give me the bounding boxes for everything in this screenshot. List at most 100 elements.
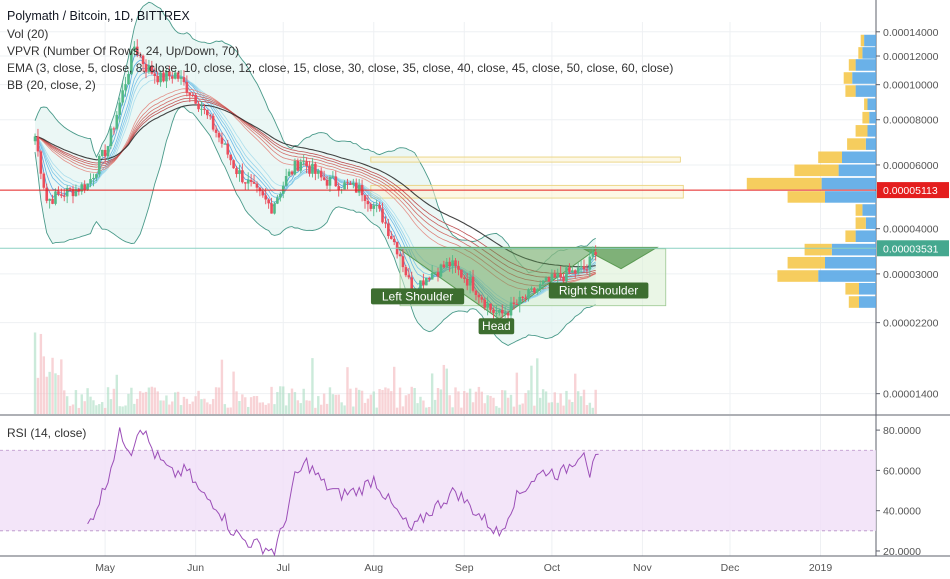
volume-bar-49 (176, 391, 180, 414)
volume-bar-160 (501, 390, 504, 414)
candle-body-97 (316, 170, 320, 174)
volume-bar-123 (393, 366, 396, 414)
vp-down-9 (818, 151, 842, 164)
price-pane[interactable]: Left Shoulder Head Right Shoulder (0, 1, 876, 414)
volume-bar-142 (448, 395, 451, 414)
candle-body-183 (568, 267, 571, 273)
volume-bar-124 (395, 407, 399, 414)
volume-bar-38 (144, 391, 148, 414)
price-axis[interactable]: 0.00014000 0.00012000 0.00010000 0.00008000… (876, 27, 939, 401)
volume-bar-65 (223, 404, 227, 414)
candle-body-175 (544, 277, 548, 281)
candle-body-35 (135, 46, 139, 55)
time-tick-label-1: Jun (187, 562, 204, 574)
candle-body-4 (45, 187, 49, 201)
range-box-0 (370, 156, 681, 163)
volume-bar-108 (349, 388, 352, 414)
vp-up-18 (818, 270, 876, 282)
vp-up-15 (855, 230, 876, 243)
candle-body-9 (60, 194, 63, 196)
volume-bar-127 (404, 395, 408, 414)
vp-up-4 (855, 85, 876, 97)
candle-body-156 (489, 303, 492, 310)
vp-up-8 (865, 138, 876, 150)
candle-body-159 (498, 309, 501, 313)
volume-bar-85 (282, 386, 285, 414)
volume-bar-31 (124, 405, 127, 414)
volume-bar-48 (174, 392, 177, 414)
volume-bar-87 (287, 393, 291, 414)
indicator-legend: Polymath / Bitcoin, 1D, BITTREX Vol (20)… (7, 9, 673, 92)
volume-bar-26 (109, 399, 113, 414)
volume-bar-169 (527, 390, 530, 414)
volume-bar-179 (556, 402, 559, 414)
volume-bar-181 (562, 405, 565, 414)
volume-bar-143 (451, 407, 454, 414)
vp-down-0 (860, 34, 865, 47)
vp-down-10 (794, 164, 839, 177)
candle-body-106 (343, 182, 346, 190)
volume-bar-135 (428, 406, 431, 414)
candle-body-31 (124, 84, 127, 91)
candle-body-104 (337, 186, 341, 191)
volume-bars (33, 332, 597, 414)
volume-bar-155 (486, 395, 489, 414)
volume-bar-88 (290, 388, 294, 414)
rsi-band-fill (0, 450, 876, 531)
volume-bar-140 (442, 364, 446, 414)
volume-bar-167 (521, 403, 524, 414)
pattern-label-bg (370, 288, 465, 305)
volume-bar-7 (54, 373, 57, 414)
candle-body-29 (118, 102, 122, 115)
vp-up-13 (862, 204, 876, 216)
vp-down-17 (787, 256, 825, 269)
volume-bar-94 (308, 400, 311, 414)
price-tag-text: 0.00003531 (883, 243, 939, 255)
candle-body-77 (258, 187, 262, 192)
volume-bar-165 (515, 372, 519, 414)
candle-body-14 (74, 188, 78, 197)
candle-body-18 (86, 183, 89, 191)
bb-lower (34, 106, 596, 347)
rsi-tick-label-0: 80.0000 (883, 425, 921, 437)
candle-body-147 (462, 277, 466, 279)
candle-body-67 (229, 154, 232, 161)
volume-bar-66 (226, 407, 229, 414)
time-tick-label-7: Dec (721, 562, 740, 574)
candle-body-145 (457, 265, 460, 270)
candle-body-57 (200, 108, 203, 110)
candle-body-51 (182, 77, 186, 83)
vp-down-1 (858, 47, 863, 59)
price-tick-label-3: 0.00008000 (883, 115, 939, 127)
candle-body-127 (404, 267, 408, 276)
candle-body-66 (226, 143, 230, 155)
time-axis[interactable]: May Jun Jul Aug Sep Oct Nov Dec 2019 (95, 562, 832, 574)
volume-bar-42 (156, 391, 159, 414)
candle-body-56 (197, 103, 200, 110)
candle-body-62 (214, 129, 218, 133)
volume-bar-95 (311, 358, 314, 414)
candle-body-54 (191, 94, 195, 96)
vp-down-20 (848, 296, 859, 308)
price-tags: 0.00005113 0.00003531 (877, 182, 949, 257)
volume-bar-112 (360, 390, 364, 414)
candles (33, 39, 597, 323)
rsi-axis[interactable]: 80.0000 60.0000 40.0000 20.0000 (876, 425, 921, 558)
volume-bar-192 (594, 389, 597, 414)
volume-bar-162 (506, 397, 510, 414)
candle-body-37 (141, 55, 145, 65)
vp-up-7 (867, 125, 876, 137)
volume-bar-125 (398, 387, 402, 414)
vp-down-19 (845, 282, 859, 295)
candle-body-43 (159, 72, 162, 83)
candle-body-1 (36, 136, 40, 152)
volume-bar-34 (133, 403, 136, 414)
volume-bar-118 (378, 388, 381, 414)
volume-bar-101 (328, 387, 332, 414)
candle-body-71 (241, 170, 244, 183)
candle-body-41 (153, 73, 157, 76)
volume-bar-132 (419, 396, 422, 414)
volume-bar-56 (197, 390, 200, 414)
volume-bar-158 (495, 406, 498, 414)
rsi-pane[interactable] (0, 427, 876, 557)
